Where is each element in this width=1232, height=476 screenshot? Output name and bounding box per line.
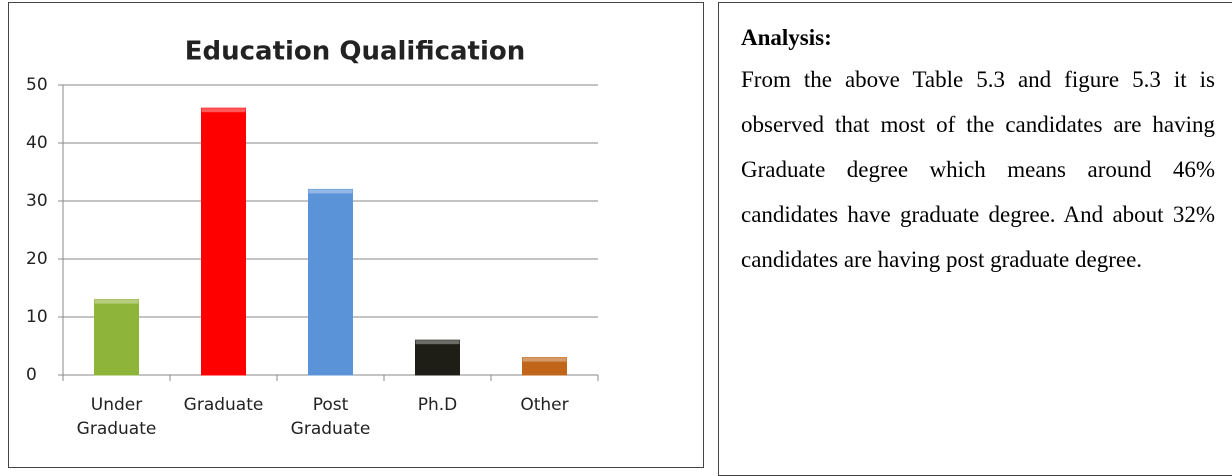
analysis-heading: Analysis: [741,25,832,50]
y-tick-label: 50 [26,75,48,95]
x-tick-label: Other [520,395,569,415]
y-tick-label: 30 [26,191,48,211]
bar-highlight [94,299,139,304]
bar-highlight [201,108,246,113]
bar [522,357,567,376]
y-tick-label: 10 [26,307,48,327]
y-tick-label: 40 [26,133,48,153]
bar [415,339,460,376]
bar [308,188,353,376]
chart-title: Education Qualification [185,37,526,67]
x-tick-label: Graduate [183,395,264,415]
x-tick-label: Post Graduate [290,395,371,439]
bar [201,107,246,376]
x-tick-label: Under Graduate [76,395,157,439]
x-tick-label: Ph.D [417,395,458,415]
chart: Education Qualification 0 10 20 30 40 50 [26,37,599,385]
analysis-box: Analysis: From the above Table 5.3 and f… [718,2,1232,476]
chart-box [8,2,704,468]
bar-highlight [415,340,460,345]
bar-highlight [308,189,353,194]
bar-highlight [522,357,567,362]
bar [94,299,139,376]
analysis-text: From the above Table 5.3 and figure 5.3 … [741,67,1215,272]
y-tick-label: 20 [26,249,48,269]
y-tick-label: 0 [26,365,37,385]
